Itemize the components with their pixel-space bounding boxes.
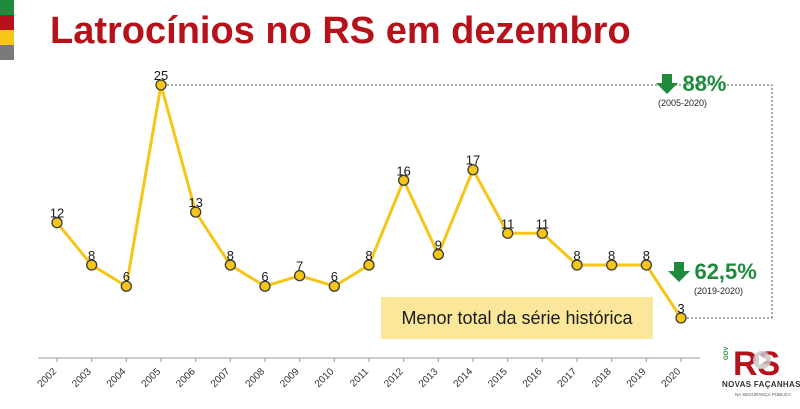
- data-label: 3: [677, 301, 684, 316]
- data-label: 11: [501, 216, 515, 231]
- x-tick-label: 2013: [417, 366, 441, 390]
- x-axis-ticks: [56, 358, 682, 362]
- x-tick-label: 2011: [348, 366, 371, 389]
- data-point: [502, 227, 514, 239]
- flag-stripes: [0, 0, 14, 60]
- stat-drop-year-period: (2019-2020): [694, 286, 744, 296]
- data-point: [640, 259, 652, 271]
- x-tick-label: 2005: [140, 366, 164, 390]
- stat-drop-year: 62,5% (2019-2020): [668, 259, 757, 296]
- data-labels: 12 8 6 25 13 8 6 7 6 8 16 9 17 11 11 8 8 8 3: [50, 68, 685, 316]
- gov-rs-logo: GOV RS: [724, 345, 780, 383]
- x-tick-label: 2019: [625, 366, 649, 390]
- data-label: 8: [643, 248, 650, 263]
- x-tick-label: 2018: [590, 366, 614, 390]
- data-point: [190, 206, 202, 218]
- x-tick-label: 2006: [174, 366, 198, 390]
- guide-peak: [167, 84, 773, 318]
- x-tick-label: 2002: [36, 366, 60, 390]
- stat-drop-total: 88% (2005-2020): [656, 71, 727, 108]
- stat-drop-year-value: 62,5%: [694, 259, 757, 284]
- data-label: 8: [365, 248, 372, 263]
- logo-tag: GOV: [724, 347, 730, 360]
- x-tick-label: 2014: [452, 366, 476, 390]
- arrow-down-icon: [668, 262, 690, 282]
- data-point: [432, 248, 444, 261]
- stripe-gray: [0, 45, 14, 60]
- data-label: 6: [123, 269, 130, 284]
- logo-text: NOVAS FAÇANHAS: [722, 380, 800, 389]
- x-tick-label: 2010: [313, 366, 337, 390]
- arrow-down-icon: [656, 74, 678, 94]
- x-axis-labels: 2002 2003 2004 2005 2006 2007 2008 2009 2010 2011…: [36, 366, 684, 390]
- stat-drop-total-period: (2005-2020): [658, 98, 708, 108]
- stripe-yellow: [0, 30, 14, 45]
- data-label: 8: [608, 248, 615, 263]
- data-label: 9: [435, 237, 442, 252]
- x-tick-label: 2016: [521, 366, 545, 390]
- data-point: [536, 227, 548, 239]
- data-point: [51, 217, 63, 229]
- data-point: [675, 312, 687, 324]
- logo-subtext: NA SEGURANÇA PÚBLICA: [735, 392, 792, 397]
- x-tick-label: 2004: [105, 366, 129, 390]
- data-label: 8: [227, 248, 234, 263]
- x-tick-label: 2012: [382, 366, 406, 390]
- data-label: 8: [573, 248, 580, 263]
- data-label: 16: [396, 163, 410, 178]
- data-label: 6: [261, 269, 268, 284]
- data-point: [86, 259, 98, 271]
- data-point: [398, 174, 410, 186]
- data-label: 8: [88, 248, 95, 263]
- x-tick-label: 2017: [556, 366, 580, 390]
- stripe-green: [0, 0, 14, 15]
- x-tick-label: 2015: [486, 366, 510, 390]
- x-tick-label: 2009: [278, 366, 302, 390]
- reference-guides: [167, 84, 773, 319]
- data-point: [571, 259, 583, 271]
- x-tick-label: 2003: [70, 366, 94, 390]
- series-line: [55, 83, 683, 319]
- x-tick-label: 2007: [209, 366, 233, 390]
- data-point: [120, 280, 132, 292]
- data-point: [224, 259, 236, 271]
- data-points: [51, 79, 687, 324]
- data-point: [155, 79, 167, 91]
- data-label: 17: [466, 153, 480, 168]
- data-point: [259, 280, 271, 292]
- stat-drop-total-value: 88%: [682, 71, 727, 96]
- data-label: 6: [331, 269, 338, 284]
- x-tick-label: 2008: [244, 366, 268, 390]
- callout-lowest-total: Menor total da série histórica: [381, 297, 653, 339]
- stripe-red: [0, 15, 14, 30]
- data-label: 13: [188, 195, 202, 210]
- data-label: 7: [296, 259, 303, 274]
- data-point: [363, 259, 375, 271]
- data-label: 25: [154, 68, 168, 83]
- data-label: 12: [50, 206, 64, 221]
- x-tick-label: 2020: [660, 366, 684, 390]
- data-point: [467, 164, 479, 176]
- data-point: [294, 269, 306, 282]
- data-label: 11: [536, 216, 550, 231]
- data-point: [328, 280, 340, 292]
- page-title: Latrocínios no RS em dezembro: [50, 10, 631, 52]
- data-point: [606, 259, 618, 271]
